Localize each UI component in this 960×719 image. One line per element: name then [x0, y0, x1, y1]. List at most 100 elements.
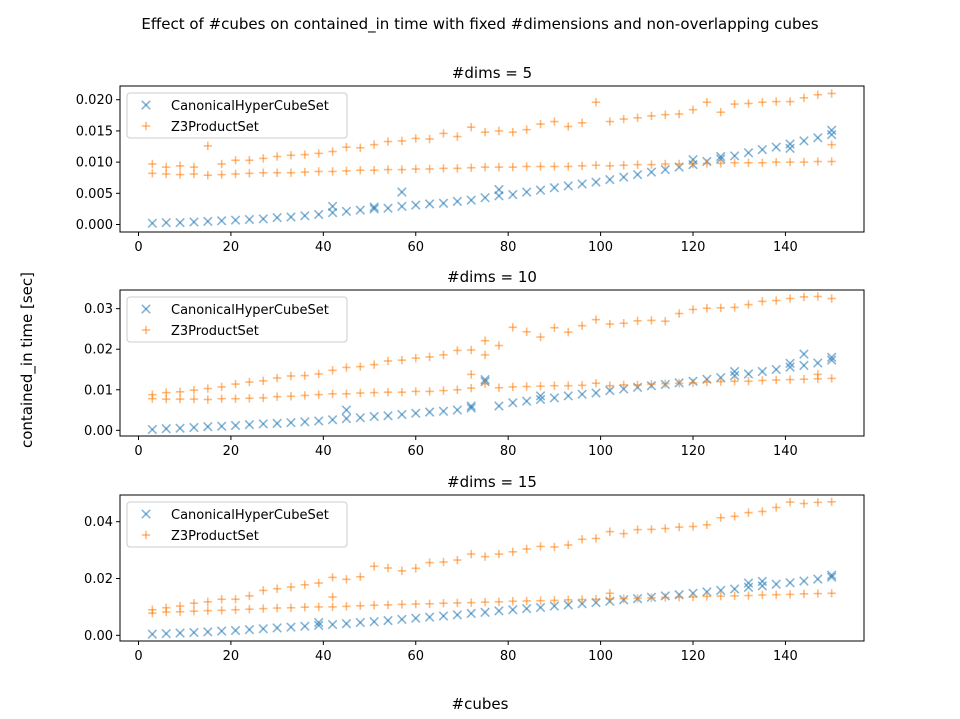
z3-point [550, 162, 559, 171]
z3-point [813, 498, 822, 507]
z3-point [189, 394, 199, 404]
z3-point [300, 580, 310, 589]
canonical-point [826, 129, 837, 140]
z3-point [411, 164, 420, 174]
data-points [147, 89, 837, 229]
canonical-point [341, 206, 352, 217]
z3-point [314, 167, 323, 176]
legend: CanonicalHyperCubeSet Z3ProductSet [126, 296, 348, 343]
z3-point [217, 394, 226, 403]
z3-point [661, 159, 670, 169]
z3-point [619, 594, 628, 603]
canonical-point [244, 214, 255, 225]
z3-point [286, 371, 296, 381]
z3-point [494, 383, 504, 392]
canonical-point [799, 349, 809, 359]
canonical-point [799, 360, 809, 371]
z3-point [148, 605, 157, 614]
z3-point [467, 549, 476, 559]
canonical-point [175, 423, 185, 434]
z3-point [231, 169, 240, 179]
z3-point [383, 563, 393, 573]
z3-point [272, 152, 282, 161]
z3-point [688, 522, 698, 531]
canonical-point [757, 366, 768, 377]
canonical-point [272, 212, 282, 223]
z3-point [716, 108, 725, 117]
z3-point [300, 150, 310, 159]
x-tick-label: 40 [315, 649, 332, 664]
z3-point [148, 169, 157, 178]
x-tick-label: 100 [588, 649, 613, 664]
canonical-point [272, 623, 282, 633]
canonical-point [369, 411, 379, 422]
canonical-point [424, 407, 435, 417]
canonical-point [466, 403, 476, 413]
z3-point [799, 292, 809, 302]
canonical-point [189, 627, 199, 638]
z3-point [647, 316, 656, 325]
canonical-point [203, 421, 213, 432]
y-tick-label: 0.00 [84, 629, 113, 644]
canonical-point [605, 385, 615, 396]
z3-point [272, 392, 282, 401]
z3-point [744, 591, 753, 600]
z3-point [203, 384, 213, 393]
canonical-point [397, 614, 407, 625]
z3-point [744, 300, 753, 309]
legend-box [126, 92, 348, 139]
z3-point [175, 387, 185, 396]
canonical-point [216, 216, 227, 226]
canonical-point [452, 610, 463, 620]
z3-point [425, 558, 434, 567]
z3-point [397, 355, 407, 365]
z3-point [203, 606, 213, 615]
canonical-point [508, 397, 518, 408]
canonical-point [771, 142, 781, 152]
z3-point [189, 162, 199, 172]
canonical-point [286, 212, 296, 222]
canonical-point [355, 617, 366, 628]
z3-point [605, 117, 615, 126]
z3-point [467, 345, 476, 355]
z3-point [314, 578, 323, 588]
z3-point [577, 118, 587, 128]
canonical-point [369, 204, 379, 214]
canonical-point [410, 613, 421, 624]
z3-point [550, 117, 559, 126]
canonical-point [549, 393, 560, 403]
canonical-point [743, 147, 754, 158]
z3-point [217, 170, 226, 179]
z3-point [480, 336, 490, 345]
canonical-point [715, 585, 726, 596]
z3-point [522, 596, 531, 606]
x-tick-label: 120 [681, 240, 706, 255]
x-axis-label: #cubes [452, 695, 509, 713]
canonical-point [563, 600, 574, 610]
canonical-point [535, 391, 546, 401]
x-tick-label: 60 [407, 240, 424, 255]
plot-frame [119, 85, 865, 233]
z3-point [799, 589, 809, 599]
z3-point [480, 162, 490, 172]
canonical-point [799, 576, 809, 586]
legend-marker [141, 304, 151, 314]
z3-point [577, 321, 587, 330]
z3-point [577, 595, 587, 604]
canonical-point [577, 599, 587, 609]
z3-point [785, 590, 795, 599]
z3-point [453, 132, 462, 141]
z3-point [661, 593, 670, 602]
z3-point [550, 381, 559, 390]
z3-point [591, 379, 601, 388]
z3-point [342, 575, 351, 584]
canonical-point [383, 203, 393, 214]
canonical-point [230, 215, 241, 225]
canonical-point [452, 196, 463, 207]
z3-point [522, 162, 531, 171]
z3-point [605, 381, 615, 390]
z3-point [647, 525, 656, 534]
z3-point [231, 379, 240, 389]
z3-point [314, 602, 323, 612]
z3-point [453, 555, 462, 565]
